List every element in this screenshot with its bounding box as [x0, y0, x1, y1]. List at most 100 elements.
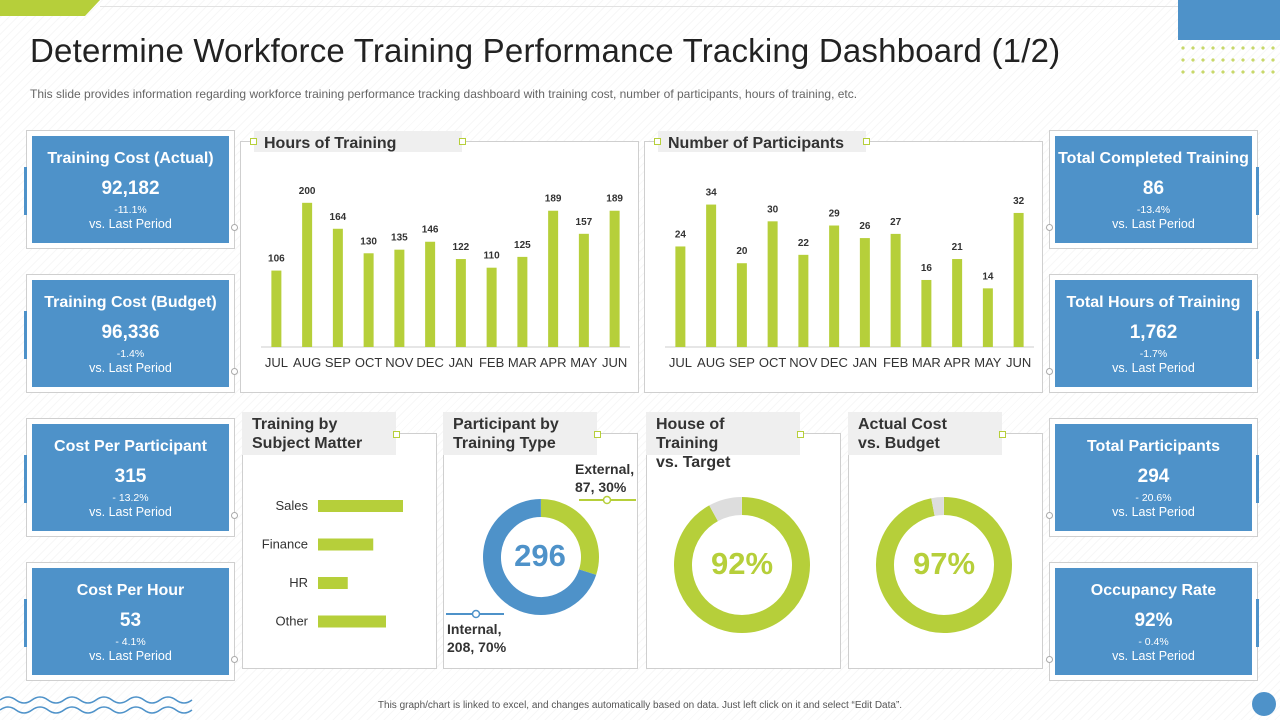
external-label-line1: External, [575, 461, 635, 477]
kpi-title: Training Cost (Budget) [44, 294, 217, 311]
data-label: 122 [453, 242, 470, 253]
kpi-card-occupancy-rate[interactable]: Occupancy Rate 92% - 0.4% vs. Last Perio… [1046, 562, 1259, 681]
tick-label: AUG [697, 355, 725, 370]
kpi-period: vs. Last Period [1112, 361, 1195, 375]
title-marker [999, 431, 1006, 438]
data-label: 27 [890, 217, 902, 228]
tick-label: APR [944, 355, 971, 370]
kpi-card-training-cost-actual[interactable]: Training Cost (Actual) 92,182 -11.1% vs.… [24, 130, 238, 249]
house-of-training-panel [646, 433, 841, 669]
kpi-value: 92% [1134, 610, 1173, 631]
kpi-box: Training Cost (Budget) 96,336 -1.4% vs. … [32, 280, 229, 387]
kpi-knob [231, 224, 238, 231]
tick-label: FEB [883, 355, 908, 370]
kpi-side-bar [1256, 311, 1259, 359]
tick-label: AUG [293, 355, 321, 370]
kpi-title: Training Cost (Actual) [47, 150, 214, 167]
kpi-change: -13.4% [1136, 204, 1171, 216]
house-percent: 92% [710, 546, 774, 581]
number-of-participants-title: Number of Participants [654, 131, 870, 152]
category-label: Sales [275, 498, 308, 513]
kpi-card-total-hours-of-training[interactable]: Total Hours of Training 1,762 -1.7% vs. … [1046, 274, 1259, 393]
bar-sep [736, 263, 747, 347]
category-label: Finance [262, 537, 308, 552]
kpi-card-training-cost-budget[interactable]: Training Cost (Budget) 96,336 -1.4% vs. … [24, 274, 238, 393]
house-title-line1: House of Training [656, 416, 725, 452]
data-label: 110 [484, 251, 501, 262]
kpi-period: vs. Last Period [89, 361, 172, 375]
kpi-change: -1.4% [116, 348, 145, 360]
kpi-side-bar [1256, 599, 1259, 647]
external-label-line2: 87, 30% [575, 479, 627, 495]
kpi-value: 53 [119, 610, 142, 631]
tick-label: SEP [325, 355, 351, 370]
data-label: 16 [921, 263, 933, 274]
tick-label: MAY [974, 355, 1002, 370]
bar-jun [609, 210, 620, 347]
internal-label-line1: Internal, [447, 621, 502, 637]
slice-value [876, 497, 1012, 633]
cost-percent: 97% [912, 546, 976, 581]
kpi-title: Total Participants [1086, 438, 1221, 455]
data-label: 14 [982, 271, 994, 282]
kpi-title: Cost Per Hour [76, 582, 185, 599]
tick-label: NOV [385, 355, 414, 370]
tick-label: OCT [759, 355, 787, 370]
kpi-box: Training Cost (Actual) 92,182 -11.1% vs.… [32, 136, 229, 243]
slice-internal [483, 499, 597, 615]
number-of-participants-chart: 24 JUL 34 AUG 20 SEP 30 OCT 22 NOV 29 DEC 26 JAN 27 FEB… [665, 188, 1034, 370]
wave-decoration [0, 696, 193, 714]
bar-jul [271, 270, 282, 347]
kpi-card-total-participants[interactable]: Total Participants 294 - 20.6% vs. Last … [1046, 418, 1259, 537]
training-type-title: Participant by Training Type [443, 412, 601, 455]
kpi-value: 96,336 [101, 322, 160, 343]
bar-may [578, 233, 589, 347]
tick-label: MAR [508, 355, 537, 370]
bar-other [318, 615, 386, 628]
hours-of-training-panel: 106 JUL 200 AUG 164 SEP 130 OCT 135 NOV 146 DEC 122 J… [240, 141, 639, 393]
kpi-value: 86 [1142, 178, 1165, 199]
kpi-value: 92,182 [101, 178, 160, 199]
data-label: 130 [360, 236, 377, 247]
internal-label: Internal, 208, 70% [447, 620, 506, 656]
title-marker [250, 138, 257, 145]
data-label: 34 [706, 188, 718, 199]
bar-dec [829, 225, 840, 347]
bar-jan [859, 238, 870, 347]
house-of-training-donut [674, 497, 810, 633]
bar-hr [318, 577, 348, 589]
top-accent-strip [0, 0, 100, 16]
kpi-card-cost-per-hour[interactable]: Cost Per Hour 53 - 4.1% vs. Last Period [24, 562, 238, 681]
kpi-side-bar [1256, 167, 1259, 215]
tick-label: JAN [853, 355, 878, 370]
kpi-knob [231, 512, 238, 519]
page-title: Determine Workforce Training Performance… [30, 32, 1061, 69]
cost-title-line1: Actual Cost [858, 416, 947, 433]
bar-mar [921, 279, 932, 347]
tick-label: JUN [602, 355, 627, 370]
kpi-title: Total Completed Training [1058, 150, 1249, 167]
kpi-card-total-completed-training[interactable]: Total Completed Training 86 -13.4% vs. L… [1046, 130, 1259, 249]
data-label: 32 [1013, 196, 1025, 207]
kpi-card-cost-per-participant[interactable]: Cost Per Participant 315 - 13.2% vs. Las… [24, 418, 238, 537]
kpi-knob [1046, 512, 1053, 519]
bar-may [982, 288, 993, 347]
title-marker [797, 431, 804, 438]
house-title-line2: vs. Target [656, 454, 731, 471]
tick-label: APR [540, 355, 567, 370]
data-label: 24 [675, 229, 687, 240]
tick-label: NOV [789, 355, 818, 370]
tick-label: MAY [570, 355, 598, 370]
bar-sep [332, 228, 343, 347]
kpi-box: Cost Per Hour 53 - 4.1% vs. Last Period [32, 568, 229, 675]
hours-of-training-title: Hours of Training [250, 131, 466, 152]
kpi-period: vs. Last Period [89, 649, 172, 663]
bar-apr [548, 210, 559, 347]
kpi-change: -1.7% [1139, 348, 1168, 360]
hours-of-training-chart: 106 JUL 200 AUG 164 SEP 130 OCT 135 NOV 146 DEC 122 J… [261, 186, 630, 370]
bar-nov [394, 249, 405, 347]
data-label: 164 [330, 212, 347, 223]
bar-apr [952, 259, 963, 347]
bar-nov [798, 254, 809, 347]
data-label: 20 [736, 246, 748, 257]
